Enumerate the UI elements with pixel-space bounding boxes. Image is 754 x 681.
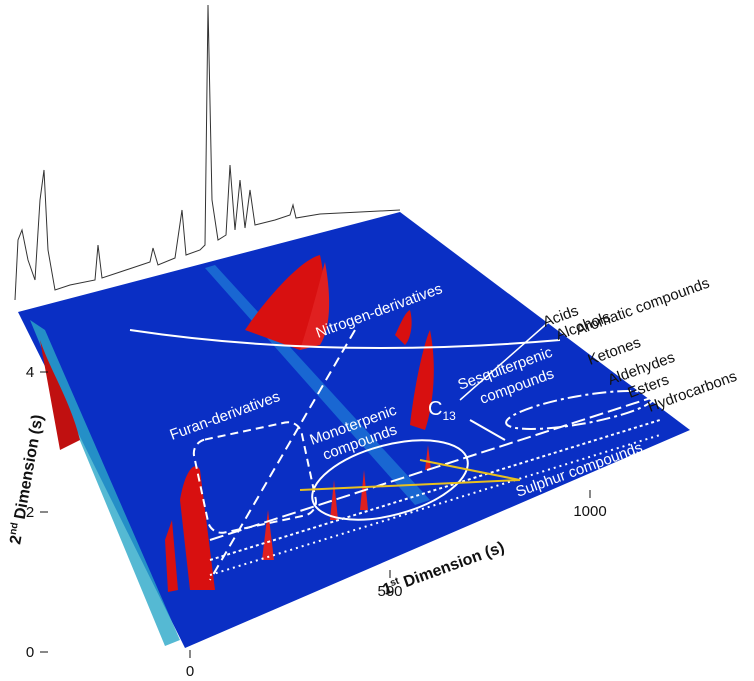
- curve: [129, 329, 561, 349]
- peak: [40, 340, 80, 450]
- peak: [425, 445, 431, 470]
- peak: [300, 262, 330, 350]
- label: 13: [442, 409, 456, 423]
- peak: [330, 480, 338, 520]
- peak: [262, 510, 274, 560]
- x-tick-label: 0: [186, 663, 194, 680]
- peak: [180, 466, 215, 590]
- peak: [165, 520, 178, 592]
- pointer: [419, 459, 521, 481]
- x-tick-label: 500: [377, 583, 402, 600]
- pointer: [459, 311, 561, 401]
- y-tick-label: 0: [26, 644, 34, 661]
- pointer: [469, 419, 506, 441]
- annotation-shapes: [129, 311, 661, 581]
- line: [209, 394, 661, 541]
- label: C13: [428, 398, 456, 423]
- box: [192, 421, 317, 534]
- line: [209, 434, 661, 576]
- peak: [395, 310, 412, 345]
- dashed: [209, 329, 356, 581]
- y-tick-label: 2: [26, 504, 34, 521]
- y-tick-label: 4: [26, 364, 34, 381]
- ellipse: [311, 439, 469, 521]
- line: [209, 419, 661, 561]
- band: [30, 320, 180, 646]
- label: C: [428, 398, 442, 420]
- pointer: [299, 479, 521, 491]
- y-axis-label: 2nd Dimension (s): [6, 413, 47, 545]
- label: nd: [8, 522, 21, 536]
- tic-trace: [14, 4, 401, 301]
- peak: [410, 330, 434, 430]
- label: Aromatic compounds: [574, 275, 712, 339]
- label: 2: [7, 534, 25, 546]
- peak: [245, 255, 324, 350]
- surface: [18, 212, 690, 648]
- x-tick-label: 1000: [573, 503, 606, 520]
